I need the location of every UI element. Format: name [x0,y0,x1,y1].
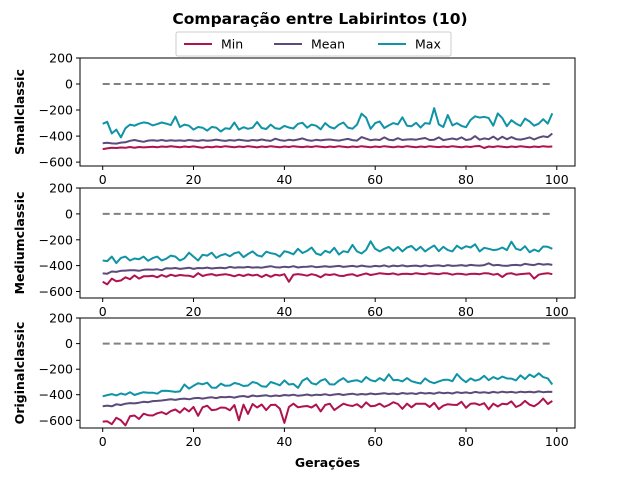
x-tick-label: 40 [276,304,292,319]
plot-frame [79,187,576,299]
series-line-mean [102,390,553,408]
y-tick-label: −400 [39,258,73,273]
x-tick-label: 100 [545,434,569,449]
y-tick-label: −400 [39,387,73,402]
series-line-min [102,272,553,286]
y-tick-label: 0 [65,77,73,92]
y-tick-label: −200 [39,103,73,118]
series-line-min [102,397,553,427]
x-tick-label: 80 [458,304,474,319]
x-tick-label: 20 [186,434,202,449]
legend-label-mean: Mean [311,37,345,52]
y-axis-label: Smallclassic [12,69,27,155]
legend-entry-min: Min [184,37,243,52]
subplot-originalclassic: 200 0 −200 −400 −600 0 20 40 60 80 100 Originalclas… [12,311,576,449]
y-tick-label: −200 [39,232,73,247]
legend-label-max: Max [415,37,441,52]
y-tick-label: −600 [39,284,73,299]
x-tick-label: 100 [545,304,569,319]
y-tick-label: −200 [39,362,73,377]
x-tick-label: 60 [367,304,383,319]
legend-entry-mean: Mean [274,37,345,52]
subplot-mediumclassic: 200 0 −200 −400 −600 0 20 40 60 80 100 Mediumclassi… [12,181,576,319]
x-tick-label: 20 [186,172,202,187]
series-line-min [102,145,553,151]
x-tick-label: 20 [186,304,202,319]
plot-frame [79,57,576,167]
x-tick-label: 0 [99,434,107,449]
x-tick-label: 100 [545,172,569,187]
series-line-max [102,240,553,265]
x-tick-label: 60 [367,172,383,187]
y-tick-label: 200 [49,181,73,196]
subplot-smallclassic: 200 0 −200 −400 −600 0 20 40 60 80 100 Smallclassic [12,51,576,187]
legend-entry-max: Max [378,37,441,52]
series-line-max [102,107,554,139]
series-line-mean [102,132,553,145]
y-tick-label: −400 [39,129,73,144]
legend-label-min: Min [221,37,243,52]
x-tick-label: 60 [367,434,383,449]
y-tick-label: −600 [39,155,73,170]
y-tick-label: 200 [49,311,73,326]
legend-frame [175,31,452,57]
x-axis-label: Gerações [295,455,360,470]
x-tick-label: 80 [458,172,474,187]
x-tick-label: 0 [99,304,107,319]
x-tick-label: 40 [276,172,292,187]
chart-title: Comparação entre Labirintos (10) [172,10,467,28]
series-line-mean [102,262,553,275]
y-tick-label: 0 [65,206,73,221]
y-axis-label: Originalclassic [12,322,27,425]
x-tick-label: 40 [276,434,292,449]
y-tick-label: −600 [39,413,73,428]
legend: Min Mean Max [175,31,452,57]
series-line-max [102,372,554,398]
y-tick-label: 200 [49,51,73,66]
y-axis-label: Mediumclassic [12,192,27,295]
x-tick-label: 80 [458,434,474,449]
y-tick-label: 0 [65,336,73,351]
plot-frame [79,317,576,429]
x-tick-label: 0 [99,172,107,187]
